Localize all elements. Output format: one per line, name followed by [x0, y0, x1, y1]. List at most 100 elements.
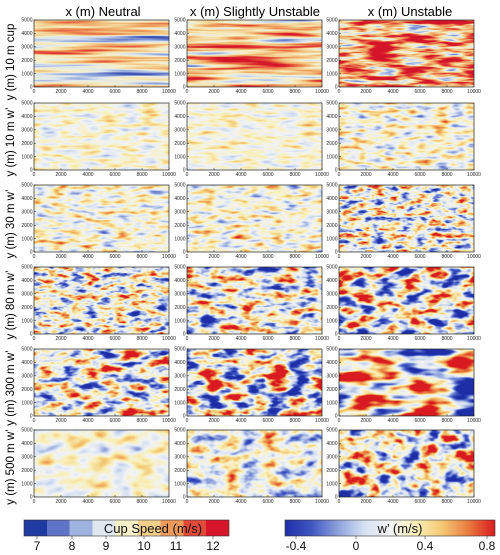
panel-500-m-w-unstable: 0 2000 4000 6000 8000 10000 0 1000 2000 3000 4000 5… — [326, 428, 481, 505]
y-tick-label: 4000 — [174, 31, 185, 37]
y-tick-label: 0 — [30, 250, 33, 256]
x-tick-label: 10000 — [162, 172, 176, 178]
row-label-80m-w: y (m) 80 m w’ — [5, 271, 17, 340]
x-tick-label: 4000 — [387, 254, 398, 260]
y-tick-label: 2000 — [174, 223, 185, 229]
panel-frame — [186, 266, 323, 335]
panel-frame — [338, 102, 475, 171]
panel-10-m-w-slightly-unstable: 0 2000 4000 6000 8000 10000 0 1000 2000 3000 4000 5… — [174, 101, 329, 178]
y-tick-label: 0 — [30, 495, 33, 501]
y-tick-label: 0 — [30, 85, 33, 91]
y-tick-label: 4000 — [21, 196, 32, 202]
heatmap-field — [187, 430, 322, 497]
x-tick-label: 6000 — [109, 89, 120, 95]
y-tick-label: 2000 — [326, 305, 337, 311]
x-tick-label: 6000 — [262, 172, 273, 178]
colorbar-tick-label: 10 — [137, 539, 151, 553]
heatmap-field — [34, 20, 169, 87]
x-tick-label: 4000 — [387, 89, 398, 95]
x-tick-label: 2000 — [208, 336, 219, 342]
y-tick-label: 1000 — [326, 318, 337, 324]
x-tick-label: 6000 — [109, 499, 120, 505]
heatmap-field — [187, 20, 322, 87]
y-tick-label: 4000 — [326, 278, 337, 284]
y-tick-label: 3000 — [326, 210, 337, 216]
x-tick-label: 2000 — [55, 336, 66, 342]
y-tick-label: 1000 — [21, 400, 32, 406]
x-tick-label: 10000 — [467, 499, 481, 505]
y-tick-label: 3000 — [326, 45, 337, 51]
x-tick-label: 10000 — [162, 254, 176, 260]
y-tick-label: 1000 — [326, 481, 337, 487]
y-tick-label: 5000 — [174, 101, 185, 107]
x-tick-label: 10000 — [315, 499, 329, 505]
y-tick-label: 4000 — [326, 441, 337, 447]
x-tick-label: 4000 — [387, 336, 398, 342]
x-tick-label: 6000 — [262, 336, 273, 342]
panel-30-m-w-slightly-unstable: 0 2000 4000 6000 8000 10000 0 1000 2000 3000 4000 5… — [174, 183, 329, 260]
y-tick-label: 2000 — [174, 387, 185, 393]
y-tick-label: 3000 — [174, 128, 185, 134]
x-tick-label: 10000 — [162, 336, 176, 342]
row-labels: y (m) 10 m cup y (m) 10 m w’ y (m) 30 m … — [5, 24, 17, 505]
panel-frame — [33, 102, 170, 171]
y-tick-label: 1000 — [174, 71, 185, 77]
x-tick-label: 8000 — [441, 89, 452, 95]
y-tick-label: 2000 — [326, 58, 337, 64]
y-tick-label: 0 — [335, 495, 338, 501]
x-tick-label: 10000 — [467, 418, 481, 424]
panel-30-m-w-unstable: 0 2000 4000 6000 8000 10000 0 1000 2000 3000 4000 5… — [326, 183, 481, 260]
y-tick-label: 0 — [183, 250, 186, 256]
y-tick-label: 3000 — [21, 128, 32, 134]
y-tick-label: 4000 — [326, 31, 337, 37]
y-tick-label: 5000 — [174, 183, 185, 189]
x-tick-label: 6000 — [414, 418, 425, 424]
x-tick-label: 2000 — [55, 254, 66, 260]
x-tick-label: 10000 — [467, 254, 481, 260]
heatmap-field — [339, 430, 474, 497]
x-tick-label: 8000 — [289, 172, 300, 178]
x-tick-label: 4000 — [82, 499, 93, 505]
x-tick-label: 4000 — [387, 172, 398, 178]
panel-10-m-w-unstable: 0 2000 4000 6000 8000 10000 0 1000 2000 3000 4000 5… — [326, 101, 481, 178]
panel-frame — [338, 184, 475, 253]
y-tick-label: 1000 — [326, 400, 337, 406]
y-tick-label: 5000 — [174, 18, 185, 24]
colorbar-tick-label: 12 — [206, 539, 220, 553]
x-tick-label: 0 — [33, 418, 36, 424]
y-tick-label: 5000 — [326, 428, 337, 434]
x-tick-label: 6000 — [262, 418, 273, 424]
panel-10-m-cup-slightly-unstable: 0 2000 4000 6000 8000 10000 0 1000 2000 3000 4000 5… — [174, 18, 329, 95]
y-tick-label: 0 — [30, 168, 33, 174]
heatmap-field — [339, 349, 474, 416]
x-tick-label: 6000 — [414, 172, 425, 178]
y-tick-label: 4000 — [174, 114, 185, 120]
colorbar-tick-label: 8 — [69, 539, 76, 553]
y-tick-label: 1000 — [21, 71, 32, 77]
heatmap-field — [339, 185, 474, 252]
x-tick-label: 6000 — [262, 89, 273, 95]
y-tick-label: 4000 — [21, 441, 32, 447]
y-tick-label: 3000 — [174, 45, 185, 51]
heatmap-field — [339, 20, 474, 87]
x-tick-label: 4000 — [82, 336, 93, 342]
x-tick-label: 8000 — [441, 172, 452, 178]
x-tick-label: 4000 — [82, 254, 93, 260]
row-label-10m-w: y (m) 10 m w’ — [5, 108, 17, 177]
row-label-30m-w: y (m) 30 m w’ — [5, 190, 17, 259]
x-tick-label: 6000 — [109, 336, 120, 342]
panel-10-m-cup-unstable: 0 2000 4000 6000 8000 10000 0 1000 2000 3000 4000 5… — [326, 18, 481, 95]
panel-10-m-w-neutral: 0 2000 4000 6000 8000 10000 0 1000 2000 3000 4000 5… — [21, 101, 176, 178]
y-tick-label: 3000 — [174, 374, 185, 380]
x-tick-label: 10000 — [467, 89, 481, 95]
y-tick-label: 0 — [335, 414, 338, 420]
x-tick-label: 2000 — [360, 336, 371, 342]
y-tick-label: 1000 — [326, 154, 337, 160]
y-tick-label: 4000 — [174, 196, 185, 202]
x-tick-label: 4000 — [82, 89, 93, 95]
row-label-300m-w: y (m) 300 m w’ — [5, 350, 17, 425]
colorbar-tick-label: 7 — [34, 539, 41, 553]
y-tick-label: 2000 — [21, 223, 32, 229]
panel-frame — [186, 348, 323, 417]
x-tick-label: 8000 — [136, 418, 147, 424]
